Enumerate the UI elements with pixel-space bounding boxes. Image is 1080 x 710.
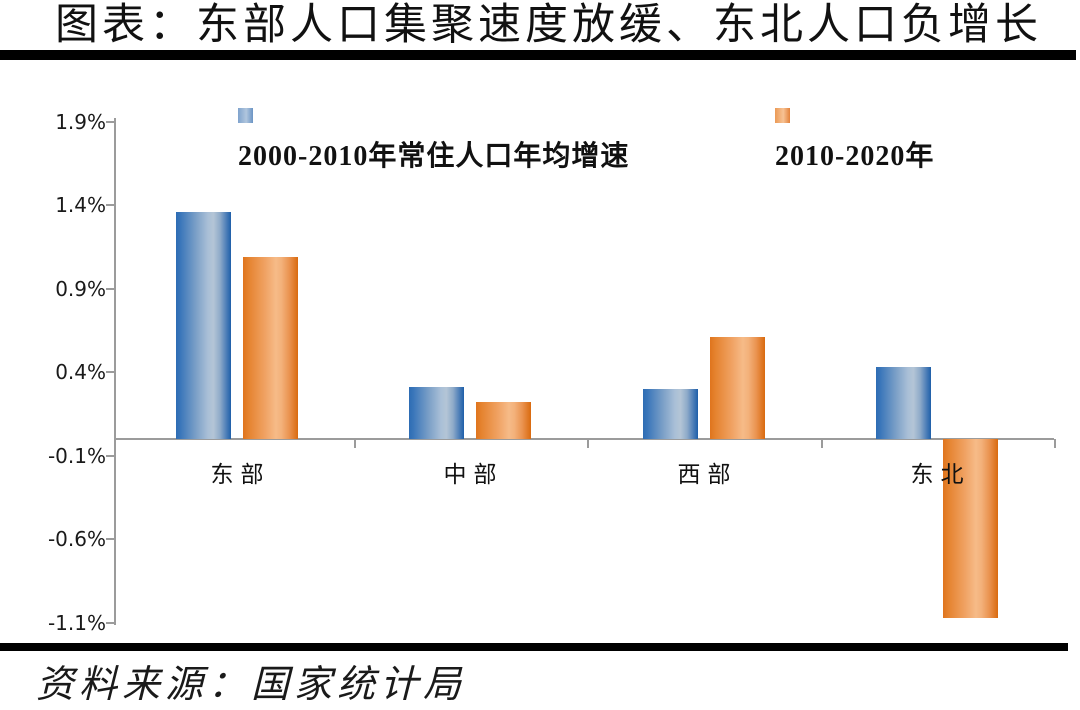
y-axis-line — [114, 118, 116, 625]
legend-label: 2010-2020年 — [775, 141, 935, 172]
bar-series0-东北 — [876, 367, 931, 439]
x-tick-mark — [354, 439, 356, 448]
y-tick-mark — [106, 121, 114, 123]
y-tick-mark — [106, 455, 114, 457]
y-tick-label: -1.1% — [47, 611, 106, 635]
x-axis-baseline — [114, 438, 1054, 440]
bar-series0-中部 — [409, 387, 464, 439]
bar-series0-西部 — [643, 389, 698, 439]
x-category-label: 中部 — [443, 462, 504, 487]
bar-series1-东北 — [943, 439, 998, 618]
footer-divider-rule — [0, 643, 1068, 651]
legend-swatch-icon — [775, 108, 790, 123]
y-tick-mark — [106, 538, 114, 540]
chart-title: 图表：东部人口集聚速度放缓、东北人口负增长 — [55, 2, 1042, 49]
x-tick-mark — [821, 439, 823, 448]
source-note: 资料来源：国家统计局 — [36, 664, 467, 706]
legend-swatch-icon — [238, 108, 253, 123]
x-category-label: 东部 — [210, 462, 271, 487]
y-tick-mark — [106, 204, 114, 206]
y-tick-mark — [106, 622, 114, 624]
y-tick-label: 0.4% — [55, 360, 106, 384]
bar-series0-东部 — [176, 212, 231, 439]
bar-series1-东部 — [243, 257, 298, 439]
legend-label: 2000-2010年常住人口年均增速 — [238, 141, 630, 172]
x-category-label: 西部 — [677, 462, 738, 487]
bar-series1-西部 — [710, 337, 765, 439]
bar-series1-中部 — [476, 402, 531, 439]
y-tick-label: 1.9% — [55, 110, 106, 134]
legend-item-series-1: 2010-2020年 — [775, 108, 934, 172]
x-tick-mark — [587, 439, 589, 448]
x-tick-mark — [1054, 439, 1056, 448]
y-tick-label: -0.1% — [47, 444, 106, 468]
y-tick-label: 0.9% — [55, 277, 106, 301]
x-category-label: 东北 — [910, 462, 971, 487]
y-tick-label: -0.6% — [47, 527, 106, 551]
y-tick-mark — [106, 371, 114, 373]
y-tick-mark — [106, 288, 114, 290]
y-tick-label: 1.4% — [55, 193, 106, 217]
legend-item-series-0: 2000-2010年常住人口年均增速 — [238, 108, 629, 172]
title-divider-rule — [0, 50, 1076, 60]
